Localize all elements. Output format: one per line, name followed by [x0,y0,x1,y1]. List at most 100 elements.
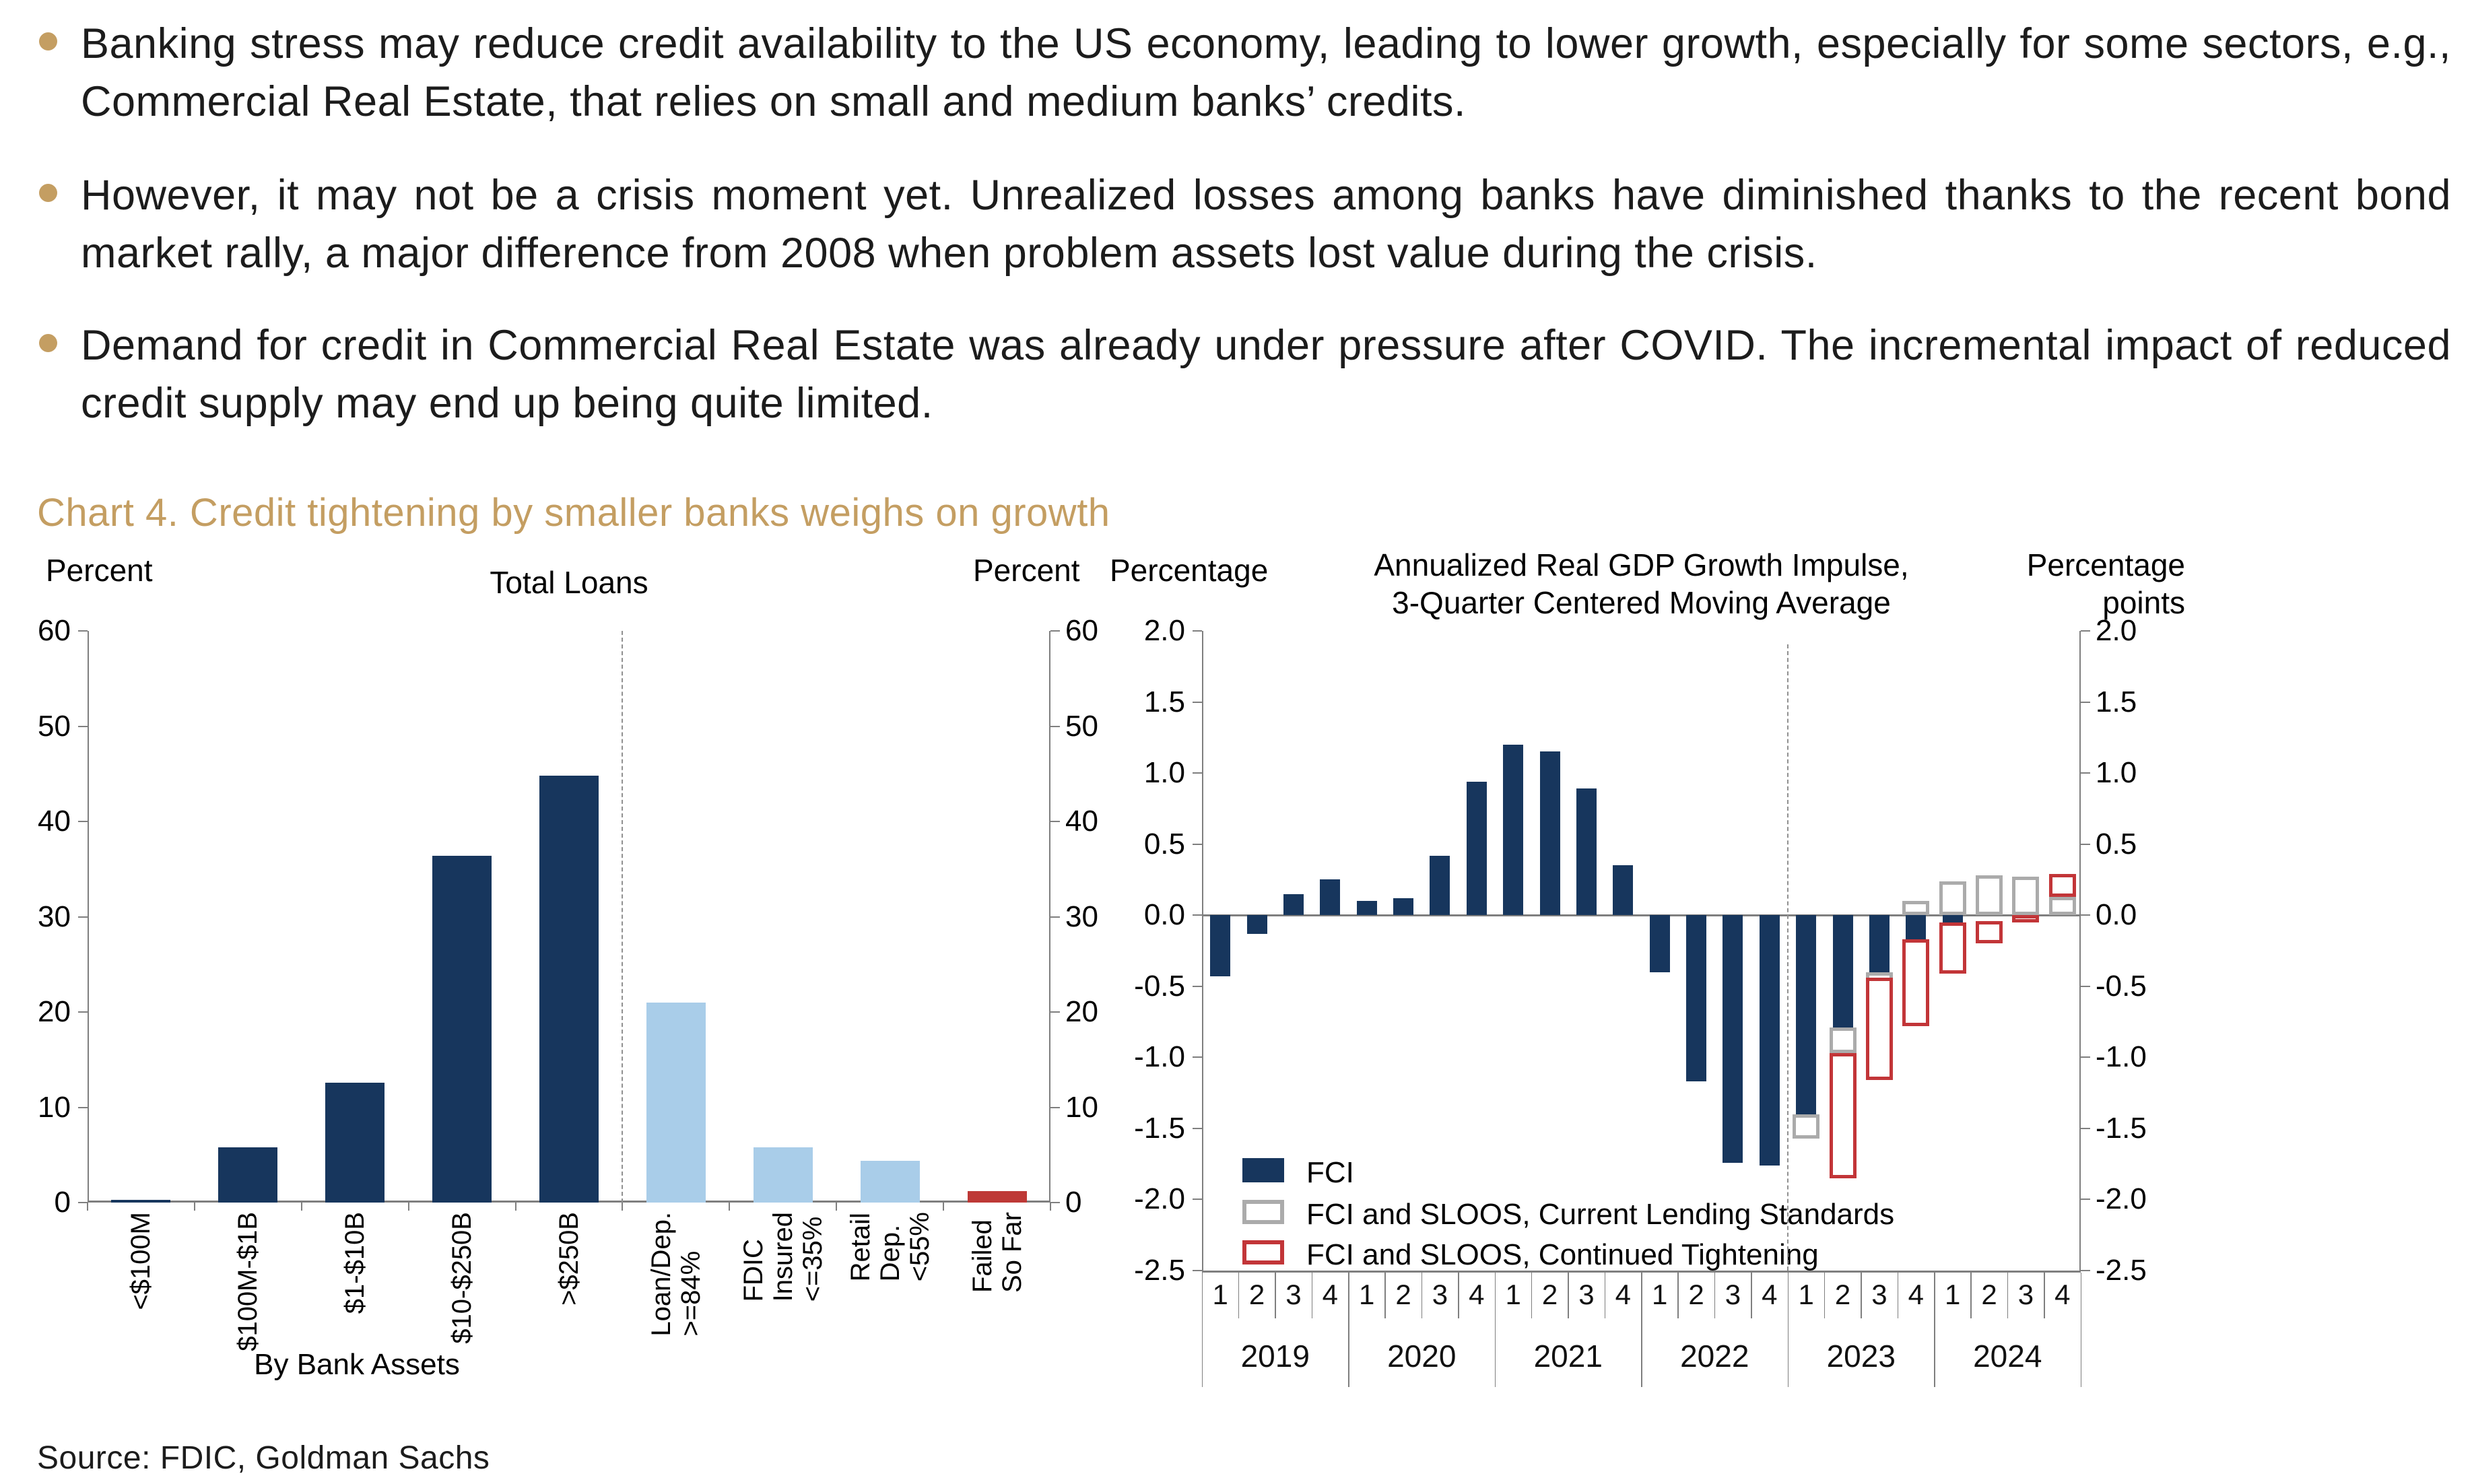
x-axis-label-text: $100M-$1B [233,1212,263,1351]
x-axis-label: >$250B [554,1212,648,1306]
legend-swatch-fci [1242,1158,1284,1182]
y-tick [1193,1270,1202,1271]
quarter-label: 1 [1359,1279,1375,1310]
y-tick [2081,772,2090,774]
bar-$10-$250B [432,855,492,1203]
quarter-divider [1458,1273,1459,1318]
box-current-q23 [2012,877,2040,916]
y-tick [1193,630,1202,632]
quarter-label: 3 [1432,1279,1448,1310]
y-tick [78,1202,88,1203]
y-tick-label: 1.5 [1143,685,1185,718]
box-tightening-q20 [1902,939,1930,1026]
y-tick [78,1106,88,1108]
bullet-item: Banking stress may reduce credit availab… [37,15,2451,131]
bar-fci-q8 [1466,781,1487,916]
y-tick [1193,772,1202,774]
left-chart-left-axis-label: Percent [46,553,153,588]
forecast-divider-line [1787,644,1788,1271]
bar-fci-q15 [1723,915,1743,1163]
x-tick [87,1203,88,1211]
right-plot-right-axis [2079,631,2081,1271]
y-tick [78,916,88,918]
bar-fci-q18 [1832,915,1853,1027]
quarter-label: 4 [1322,1279,1338,1310]
quarter-label: 2 [1395,1279,1411,1310]
bar-fci-q14 [1686,915,1707,1082]
zero-line [1202,914,2081,916]
bar-Failed [967,1191,1027,1203]
right-chart-right-axis-label-line2: points [2102,585,2185,620]
quarter-label: 2 [1541,1279,1558,1310]
quarter-divider [2044,1273,2045,1318]
quarter-divider [1568,1273,1569,1318]
y-tick [1193,985,1202,987]
x-axis-label: $1-$10B [340,1212,442,1314]
quarter-label: 3 [1285,1279,1302,1310]
quarter-divider [2007,1273,2009,1318]
quarter-label: 3 [1578,1279,1595,1310]
x-axis-label: Failed So Far [968,1212,1048,1293]
y-tick-label: -2.5 [1134,1254,1185,1287]
y-tick-label: 0.0 [1143,898,1185,932]
y-tick-label: 1.0 [1143,756,1185,790]
y-tick [2081,1056,2090,1058]
quarter-label: 2 [1981,1279,1997,1310]
y-tick-label: 0 [1065,1186,1082,1219]
y-tick [1193,1127,1202,1129]
bar-<$100M [111,1199,171,1203]
year-divider [1494,1273,1496,1387]
y-tick [2081,843,2090,845]
y-tick-label: 0.5 [1143,827,1185,861]
x-axis-label-text: FDIC Insured <=35% [738,1212,828,1302]
bar-fci-q12 [1613,865,1634,916]
left-chart-group-label: By Bank Assets [254,1348,460,1381]
y-tick [1050,1011,1060,1013]
quarter-label: 2 [1834,1279,1851,1310]
y-tick-label: 0.0 [2096,898,2137,932]
bullet-text: However, it may not be a crisis moment y… [81,172,2451,277]
y-tick [1193,1199,1202,1201]
x-tick [407,1203,409,1211]
quarter-divider [1824,1273,1826,1318]
bullet-item: However, it may not be a crisis moment y… [37,166,2451,282]
x-tick [729,1203,731,1211]
y-tick-label: -1.5 [1134,1111,1185,1145]
legend-label: FCI and SLOOS, Current Lending Standards [1306,1198,1895,1231]
box-tightening-q23 [2012,915,2040,922]
x-tick [193,1203,195,1211]
y-tick [78,1011,88,1013]
bar-$100M-$1B [218,1147,278,1203]
year-divider [1934,1273,1935,1387]
table-top-line [1202,1271,2081,1273]
y-tick [1050,725,1060,727]
box-current-q24 [2048,896,2076,916]
y-tick-label: 50 [38,709,71,743]
quarter-label: 1 [1212,1279,1228,1310]
source-line: Source: FDIC, Goldman Sachs [37,1440,490,1476]
bar-fci-q7 [1430,855,1450,916]
y-tick [2081,1270,2090,1271]
legend-swatch-continued-tightening [1242,1240,1284,1264]
y-tick [1193,843,1202,845]
y-tick [1193,914,1202,916]
bar-fci-q2 [1246,915,1267,934]
y-tick [1050,916,1060,918]
year-label: 2019 [1240,1339,1310,1374]
y-tick-label: 1.5 [2096,685,2137,718]
y-tick [2081,1127,2090,1129]
chart-section-title: Chart 4. Credit tightening by smaller ba… [37,491,1110,535]
left-chart-right-axis-label: Percent [973,553,1080,588]
quarter-divider [1238,1273,1240,1318]
y-tick [78,821,88,822]
y-tick-label: 60 [1065,614,1098,647]
bar-fci-q21 [1942,915,1963,922]
y-tick-label: -2.5 [2096,1254,2147,1287]
x-axis-label: Retail Dep. <55% [846,1212,935,1301]
right-xaxis-table: 1 2 3 4 1 2 3 4 1 2 3 4 1 2 3 4 1 2 3 4 1 2 3 4 2019 2020 2021 2022… [1201,1271,2081,1388]
quarter-label: 1 [1798,1279,1814,1310]
y-tick [1050,821,1060,822]
box-tightening-q22 [1976,920,2003,944]
box-tightening-q24 [2048,874,2076,897]
bar-fci-q6 [1393,898,1414,916]
